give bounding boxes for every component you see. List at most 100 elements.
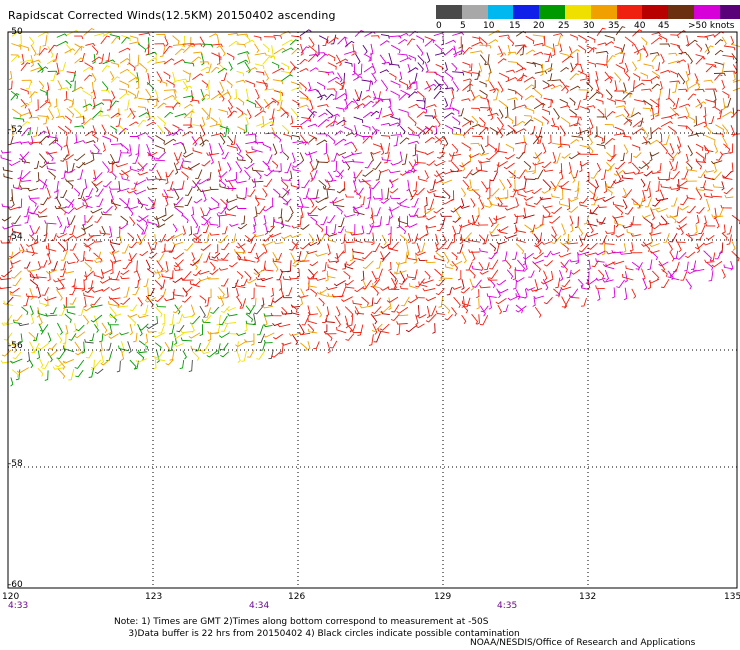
wind-barb — [47, 349, 59, 357]
wind-barb — [730, 260, 734, 271]
wind-barb — [134, 279, 140, 289]
wind-barb — [641, 88, 652, 92]
wind-barb — [318, 70, 330, 76]
wind-barb — [692, 268, 705, 272]
wind-barb — [631, 111, 642, 117]
wind-barb — [93, 143, 100, 154]
wind-barb — [366, 79, 372, 92]
wind-barb — [110, 171, 117, 180]
wind-barb — [488, 296, 492, 310]
wind-barb — [255, 88, 260, 100]
wind-barb — [368, 334, 374, 346]
wind-barb — [568, 294, 580, 299]
wind-barb — [273, 133, 282, 143]
wind-barb — [577, 151, 590, 155]
wind-barb — [351, 151, 362, 156]
wind-barb — [172, 241, 183, 246]
wind-barb — [424, 125, 433, 134]
wind-barb — [308, 36, 315, 48]
wind-barb — [566, 269, 572, 279]
wind-barb — [362, 260, 374, 270]
wind-barb — [424, 83, 437, 90]
wind-barb — [402, 251, 408, 264]
wind-barb — [404, 215, 409, 228]
wind-barb — [280, 177, 291, 181]
wind-barb — [722, 97, 726, 111]
wind-barb — [533, 197, 544, 205]
wind-barb — [676, 251, 687, 260]
wind-barb — [265, 132, 276, 136]
wind-barb — [433, 207, 444, 214]
wind-barb — [687, 54, 693, 65]
wind-barb — [172, 102, 181, 109]
wind-barb — [406, 273, 416, 279]
wind-barb — [490, 233, 500, 237]
wind-barb — [452, 133, 465, 139]
wind-barb — [281, 342, 292, 346]
wind-barb — [252, 313, 256, 326]
wind-barb — [47, 45, 54, 58]
wind-barb — [438, 270, 444, 282]
wind-barb — [713, 133, 724, 138]
wind-barb — [637, 53, 642, 62]
wind-barb — [414, 159, 426, 164]
wind-barb — [606, 111, 616, 118]
wind-barb — [622, 187, 627, 197]
wind-barb — [159, 279, 166, 289]
wind-barb — [685, 35, 690, 47]
wind-barb — [133, 90, 140, 99]
wind-barb — [448, 151, 455, 162]
wind-barb — [129, 216, 136, 227]
wind-barb — [381, 156, 391, 162]
wind-barb — [335, 81, 343, 89]
wind-barb — [647, 259, 653, 271]
wind-barb — [429, 179, 436, 191]
wind-barb — [147, 57, 158, 64]
wind-barb — [10, 259, 21, 265]
wind-barb — [101, 90, 110, 94]
lat-label-50: -50 — [8, 27, 23, 37]
wind-barb — [433, 193, 446, 199]
wind-barb — [20, 141, 31, 145]
wind-barb — [173, 162, 179, 175]
wind-barb — [154, 43, 166, 47]
wind-barb — [560, 143, 571, 149]
wind-barb — [579, 161, 589, 167]
wind-barb — [92, 89, 97, 100]
wind-barb — [680, 196, 689, 206]
wind-barb — [380, 34, 390, 39]
wind-barb — [39, 101, 51, 109]
wind-barb — [424, 61, 429, 73]
wind-barb — [57, 368, 66, 379]
wind-barb — [158, 324, 165, 334]
wind-barb — [595, 50, 609, 55]
wind-barb — [255, 169, 262, 180]
wind-barb — [317, 133, 328, 137]
wind-barb — [225, 198, 238, 203]
wind-barb — [45, 269, 57, 274]
wind-barb — [601, 169, 607, 180]
wind-barb — [315, 252, 328, 257]
wind-barb — [68, 98, 75, 108]
wind-barb — [57, 358, 66, 370]
wind-barb — [183, 95, 195, 99]
wind-barb — [714, 49, 724, 56]
wind-barb — [544, 250, 552, 258]
wind-barb — [3, 173, 13, 180]
wind-barb — [48, 44, 58, 53]
wind-barb — [342, 261, 347, 270]
wind-barb — [633, 82, 645, 90]
wind-barb — [173, 187, 180, 201]
wind-barb — [161, 243, 166, 253]
wind-barb — [28, 358, 34, 369]
wind-barb — [476, 298, 480, 310]
wind-barb — [390, 80, 401, 89]
wind-barb — [247, 349, 255, 358]
wind-barb — [201, 43, 214, 48]
wind-barb — [110, 125, 117, 133]
wind-barb — [56, 33, 68, 38]
wind-barb — [262, 233, 274, 242]
wind-barb — [11, 55, 21, 63]
wind-barb — [309, 67, 319, 72]
wind-barb — [288, 170, 293, 180]
